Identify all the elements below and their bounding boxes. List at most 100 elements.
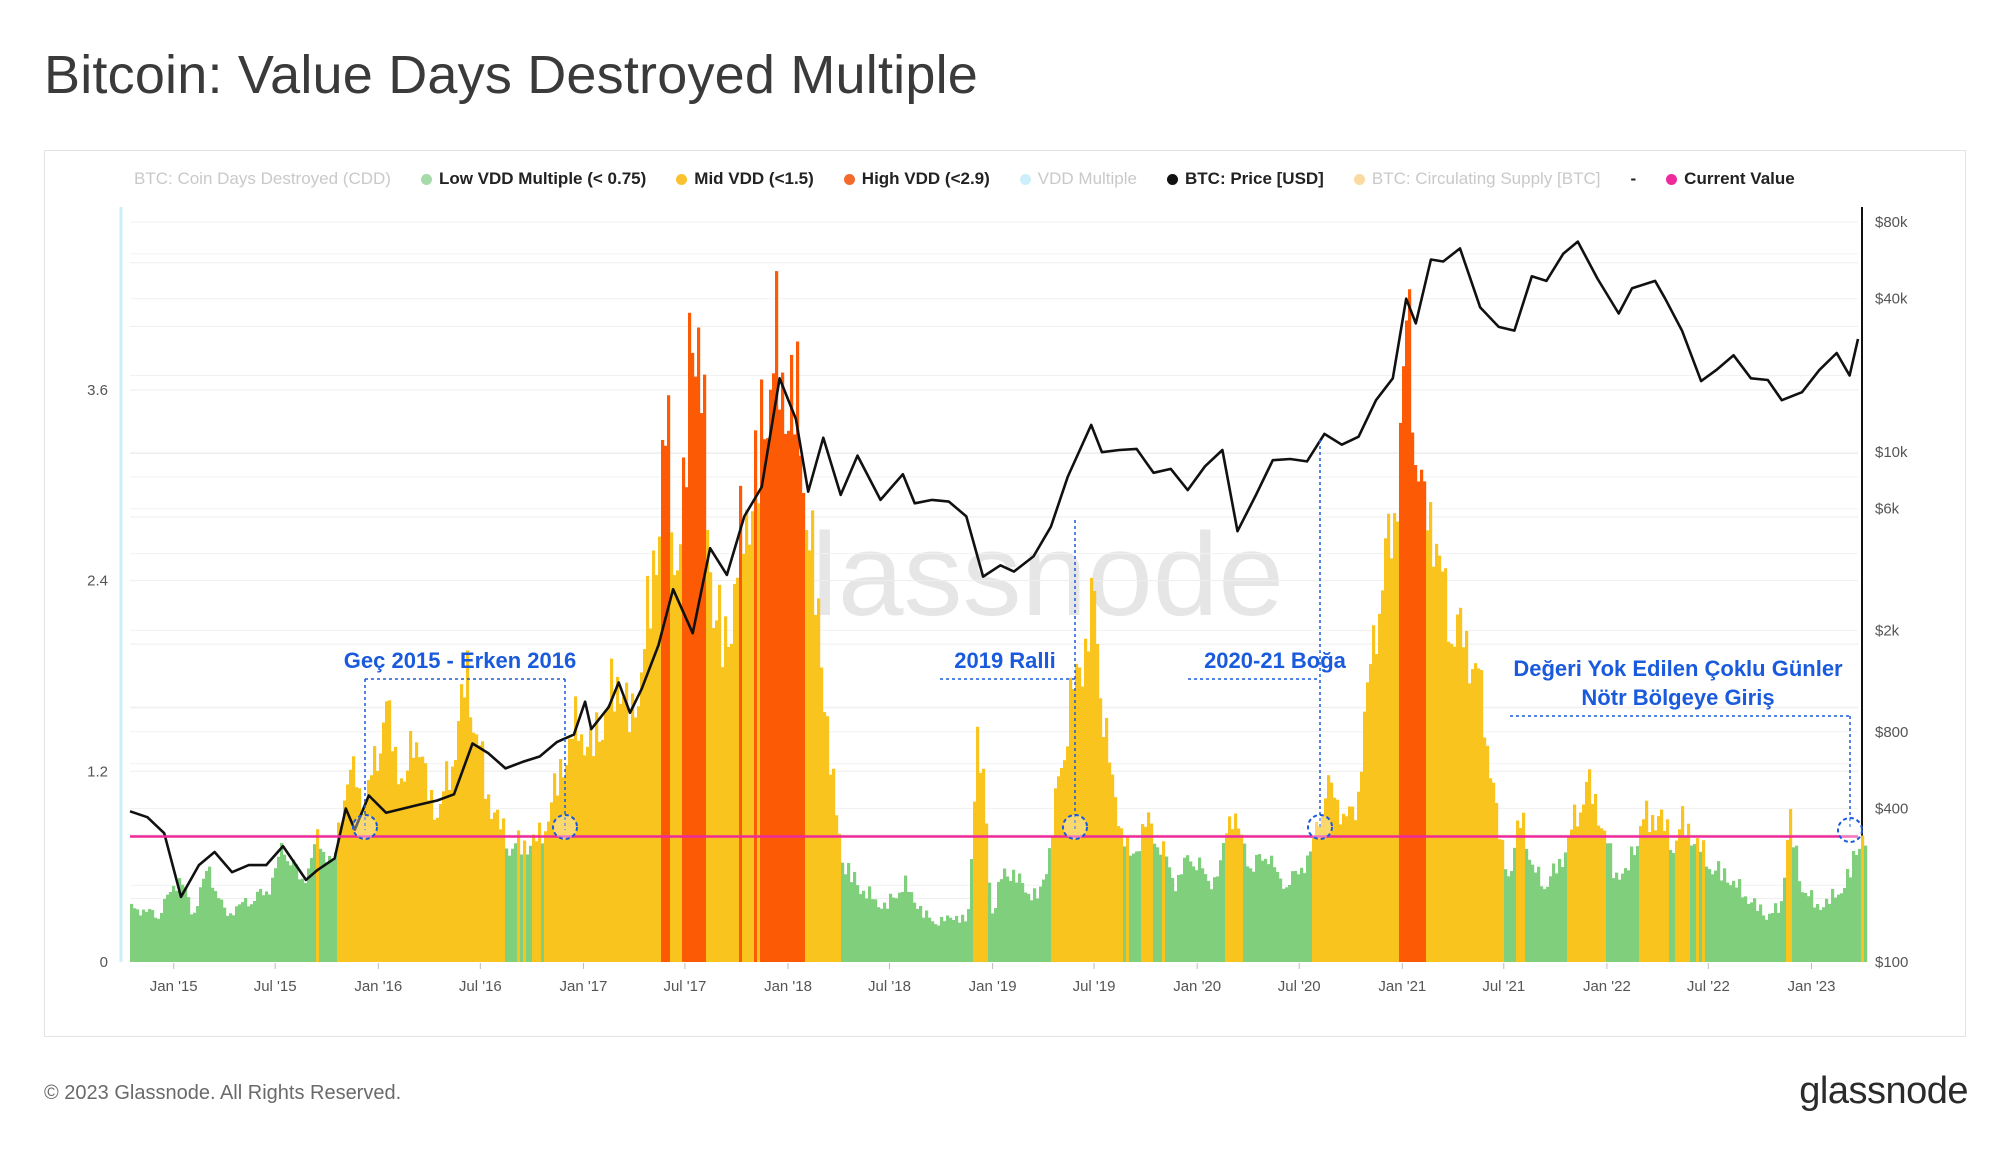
legend-item[interactable]: Low VDD Multiple (< 0.75)	[420, 169, 647, 189]
vdd-bar	[265, 891, 269, 962]
vdd-bar	[1186, 855, 1190, 962]
vdd-bar	[1111, 774, 1115, 962]
vdd-bar	[232, 915, 236, 962]
legend-item[interactable]: Mid VDD (<1.5)	[676, 169, 814, 189]
vdd-bar	[1642, 819, 1646, 962]
vdd-bar	[694, 376, 698, 962]
x-tick-label: Jul '22	[1687, 978, 1730, 995]
y-left-tick-label: 3.6	[87, 382, 108, 399]
vdd-bar	[1549, 876, 1553, 962]
vdd-bar	[1279, 878, 1283, 962]
vdd-bar	[1639, 826, 1643, 962]
chart-legend: BTC: Coin Days Destroyed (CDD) Low VDD Mu…	[134, 167, 1825, 191]
vdd-bar	[676, 570, 680, 962]
annotation-label: 2019 Ralli	[954, 648, 1056, 673]
legend-item[interactable]: BTC: Circulating Supply [BTC]	[1353, 169, 1601, 189]
vdd-bar	[463, 697, 467, 962]
vdd-bar	[1402, 366, 1406, 962]
x-tick-label: Jan '15	[150, 978, 198, 995]
vdd-bar	[904, 875, 908, 962]
vdd-bar	[592, 756, 596, 962]
vdd-bar	[469, 717, 473, 962]
vdd-bar	[436, 817, 440, 962]
x-tick-label: Jul '21	[1482, 978, 1525, 995]
vdd-bar	[1522, 812, 1526, 962]
vdd-bar	[850, 882, 854, 962]
vdd-bar	[586, 746, 590, 962]
vdd-bar	[1177, 874, 1181, 962]
vdd-bar	[1495, 803, 1499, 962]
vdd-bar	[964, 921, 968, 962]
vdd-bar	[1213, 877, 1217, 962]
x-tick-label: Jan '18	[764, 978, 812, 995]
vdd-bars	[130, 271, 1868, 963]
vdd-bar	[616, 676, 620, 962]
vdd-bar	[1792, 847, 1796, 962]
vdd-bar	[175, 890, 179, 962]
vdd-bar	[1153, 843, 1157, 962]
vdd-bar	[958, 922, 962, 962]
legend-item[interactable]: VDD Multiple	[1019, 169, 1137, 189]
vdd-bar	[1246, 866, 1250, 962]
vdd-bar	[1369, 664, 1373, 962]
vdd-bar	[310, 857, 314, 962]
vdd-bar	[1804, 892, 1808, 962]
vdd-bar	[1000, 879, 1004, 962]
vdd-bar	[457, 721, 461, 962]
legend-marker-icon	[1353, 173, 1365, 185]
legend-label: Low VDD Multiple (< 0.75)	[438, 169, 647, 188]
copyright-text: © 2023 Glassnode. All Rights Reserved.	[44, 1082, 402, 1104]
vdd-bar	[1657, 816, 1661, 962]
vdd-bar	[1837, 894, 1841, 962]
y-left-tick-label: 1.2	[87, 763, 108, 780]
vdd-bar	[1771, 913, 1775, 962]
vdd-bar	[1354, 820, 1358, 962]
vdd-bar	[1099, 698, 1103, 962]
legend-item[interactable]: High VDD (<2.9)	[843, 169, 990, 189]
vdd-bar	[748, 544, 752, 962]
vdd-bar	[1258, 854, 1262, 962]
vdd-bar	[1501, 839, 1505, 962]
vdd-bar	[541, 843, 545, 962]
vdd-bar	[172, 885, 176, 962]
legend-item[interactable]: BTC: Price [USD]	[1167, 169, 1324, 189]
vdd-bar	[241, 902, 245, 962]
legend-label: -	[1630, 169, 1637, 188]
legend-item[interactable]: Current Value	[1666, 169, 1795, 189]
vdd-bar	[1150, 823, 1154, 962]
vdd-bar	[505, 848, 509, 962]
vdd-bar	[1492, 782, 1496, 962]
vdd-bar	[1096, 644, 1100, 962]
legend-label: Mid VDD (<1.5)	[694, 169, 814, 188]
vdd-bar	[229, 913, 233, 962]
vdd-bar	[988, 882, 992, 962]
vdd-bar	[1759, 904, 1763, 962]
legend-item[interactable]: -	[1631, 169, 1637, 189]
vdd-bar	[247, 906, 251, 962]
legend-item[interactable]: BTC: Coin Days Destroyed (CDD)	[134, 169, 391, 189]
vdd-bar	[1210, 889, 1214, 962]
vdd-bar	[574, 696, 578, 962]
vdd-bar	[1735, 887, 1739, 962]
vdd-bar	[1819, 909, 1823, 962]
vdd-bar	[862, 890, 866, 962]
vdd-bar	[1789, 809, 1793, 962]
vdd-bar	[1387, 513, 1391, 962]
vdd-bar	[208, 866, 212, 962]
vdd-bar	[967, 909, 971, 962]
vdd-bar	[1777, 912, 1781, 962]
vdd-bar	[883, 902, 887, 962]
vdd-bar	[460, 684, 464, 962]
vdd-bar	[1009, 880, 1013, 962]
vdd-bar	[1702, 840, 1706, 962]
vdd-bar	[406, 770, 410, 962]
vdd-bar	[1405, 320, 1409, 962]
vdd-bar	[769, 389, 773, 962]
vdd-bar	[1807, 896, 1811, 962]
vdd-bar	[757, 503, 761, 962]
vdd-bar	[1801, 892, 1805, 962]
vdd-bar	[1189, 861, 1193, 962]
vdd-bar	[238, 904, 242, 962]
vdd-bar	[1840, 893, 1844, 962]
vdd-bar	[946, 915, 950, 962]
